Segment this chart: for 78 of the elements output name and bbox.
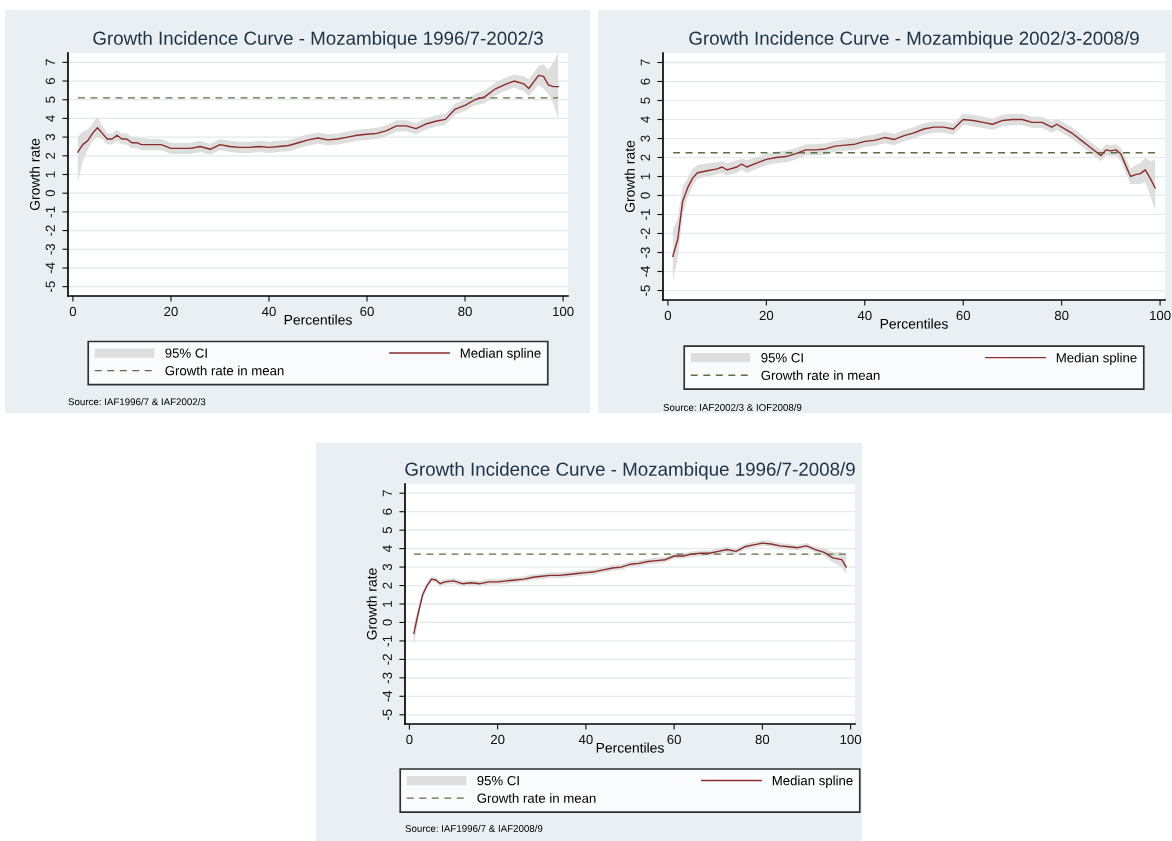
y-tick-label: 1 (640, 173, 650, 180)
source-note: Source: IAF2002/3 & IOF2008/9 (663, 403, 802, 411)
y-tick-label: -3 (382, 672, 392, 684)
x-tick-label: 40 (578, 734, 593, 745)
y-tick-label: -4 (640, 266, 650, 277)
y-tick-label: -4 (382, 690, 392, 702)
y-tick-label: 3 (640, 135, 650, 142)
y-tick-label: 0 (45, 190, 55, 197)
source-note: Source: IAF1996/7 & IAF2002/3 (68, 398, 206, 406)
x-axis-title: Percentiles (880, 318, 948, 329)
x-axis-title: Percentiles (596, 742, 664, 753)
y-tick-label: -3 (45, 243, 55, 255)
y-tick-label: 2 (640, 154, 650, 161)
x-tick-label: 80 (458, 306, 472, 317)
y-tick-label: 0 (382, 619, 392, 626)
chart-title: Growth Incidence Curve - Mozambique 1996/7-2008/9 (405, 462, 855, 480)
y-tick-label: 4 (640, 116, 650, 123)
y-tick-label: -2 (640, 228, 650, 239)
y-tick-label: 0 (640, 192, 650, 199)
y-tick-label: 7 (640, 59, 650, 66)
x-tick-label: 20 (490, 734, 505, 745)
y-tick-label: 5 (382, 527, 392, 534)
x-tick-label: 0 (664, 310, 672, 321)
x-tick-label: 80 (1054, 310, 1069, 321)
y-axis-title: Growth rate (29, 138, 40, 211)
text: 95% CI (761, 353, 803, 363)
source-note: Source: IAF1996/7 & IAF2008/9 (405, 824, 543, 832)
y-tick-label: 6 (45, 77, 55, 85)
x-tick-label: 20 (164, 306, 178, 317)
y-axis-title: Growth rate (366, 568, 377, 640)
x-tick-label: 0 (406, 734, 413, 745)
y-tick-label: -5 (640, 285, 650, 296)
y-tick-label: -1 (382, 635, 392, 647)
y-tick-label: 2 (382, 582, 392, 589)
y-tick-label: -1 (45, 206, 55, 218)
x-tick-label: 60 (956, 310, 971, 321)
legend-label: Growth rate in mean (477, 793, 596, 803)
y-tick-label: 6 (640, 78, 650, 85)
legend-label: Median spline (1056, 352, 1137, 366)
y-tick-label: -5 (45, 281, 55, 292)
y-tick-label: -3 (640, 247, 650, 258)
y-tick-label: 7 (45, 59, 55, 66)
chart-title: Growth Incidence Curve - Mozambique 1996/7-2002/3 (93, 31, 543, 49)
y-tick-label: 3 (382, 563, 392, 571)
y-tick-label: 5 (640, 97, 650, 104)
x-tick-label: 100 (553, 306, 574, 317)
y-tick-label: 7 (382, 490, 392, 497)
y-tick-label: 6 (382, 508, 392, 515)
y-tick-label: -4 (45, 262, 55, 274)
legend-label: Growth rate in mean (761, 370, 880, 380)
chart-title: Growth Incidence Curve - Mozambique 2002/3-2008/9 (689, 31, 1139, 49)
x-tick-label: 60 (360, 306, 374, 317)
y-tick-label: 4 (382, 545, 392, 552)
y-tick-label: -2 (382, 654, 392, 665)
y-tick-label: 3 (45, 134, 55, 141)
legend-label: Median spline (460, 348, 541, 361)
x-tick-label: 100 (1150, 310, 1171, 321)
x-tick-label: 40 (857, 310, 872, 321)
text: 95% CI (477, 775, 519, 786)
y-tick-label: 1 (382, 600, 392, 607)
x-tick-label: 80 (755, 734, 770, 745)
y-tick-label: -2 (45, 225, 55, 236)
x-tick-label: 40 (261, 306, 276, 317)
y-tick-label: 1 (45, 171, 55, 178)
legend-label: Median spline (772, 775, 853, 788)
y-tick-label: 2 (45, 152, 55, 159)
legend-label: Growth rate in mean (165, 365, 284, 376)
y-tick-label: 4 (45, 115, 55, 122)
y-tick-label: -1 (640, 209, 650, 220)
x-axis-title: Percentiles (284, 314, 352, 325)
text: 95% CI (165, 348, 207, 358)
y-tick-label: 5 (45, 96, 55, 103)
y-tick-label: -5 (382, 709, 392, 721)
x-tick-label: 20 (759, 310, 774, 321)
x-tick-label: 0 (69, 306, 77, 317)
x-tick-label: 100 (840, 734, 862, 745)
y-axis-title: Growth rate (624, 140, 635, 213)
x-tick-label: 60 (667, 734, 681, 745)
